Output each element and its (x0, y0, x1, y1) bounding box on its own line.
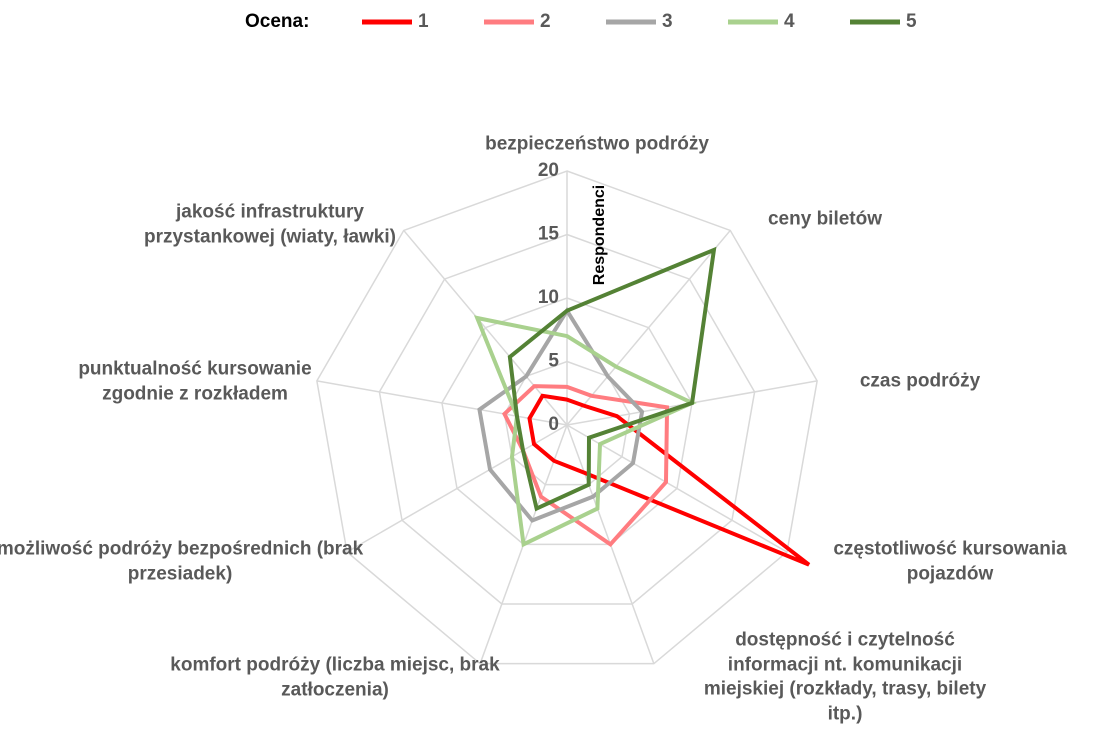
legend-label: 2 (540, 11, 551, 32)
legend-label: 5 (906, 11, 917, 32)
legend-label: 4 (784, 11, 795, 32)
axis-label: Respondenci (591, 185, 608, 285)
legend-label: 3 (662, 11, 673, 32)
series-line (507, 246, 717, 512)
category-label: punktualność kursowanie zgodnie z rozkła… (78, 358, 312, 404)
legend-title: Ocena: (245, 11, 309, 32)
spoke (346, 424, 568, 553)
grid-ring (316, 170, 818, 665)
grid-ring (378, 233, 756, 605)
category-label: ceny biletów (767, 208, 883, 230)
grid-ring (441, 297, 693, 546)
y-tick-label: 15 (538, 224, 560, 245)
y-tick-label: 5 (548, 351, 559, 372)
series-line (527, 393, 811, 567)
category-label: czas podróży (859, 370, 981, 392)
spoke (403, 229, 568, 426)
series-line (477, 306, 645, 523)
category-label: jakość infrastruktury przystankowej (wia… (143, 201, 396, 247)
category-label: możliwość podróży bezpośrednich (brak pr… (0, 538, 364, 584)
spoke (566, 424, 788, 553)
category-label: częstotliwość kursowania pojazdów (833, 538, 1067, 584)
series-line (473, 315, 697, 548)
y-tick-label: 20 (538, 160, 559, 181)
spoke (566, 229, 731, 426)
category-label: komfort podróży (liczba miejsc, brak zat… (170, 654, 500, 700)
y-tick-label: 0 (548, 414, 559, 435)
y-tick-label: 10 (538, 287, 559, 308)
spoke (316, 380, 568, 426)
category-label: bezpieczeństwo podróży (485, 133, 709, 155)
category-label: dostępność i czytelność informacji nt. k… (703, 629, 987, 725)
legend-label: 1 (418, 11, 429, 32)
